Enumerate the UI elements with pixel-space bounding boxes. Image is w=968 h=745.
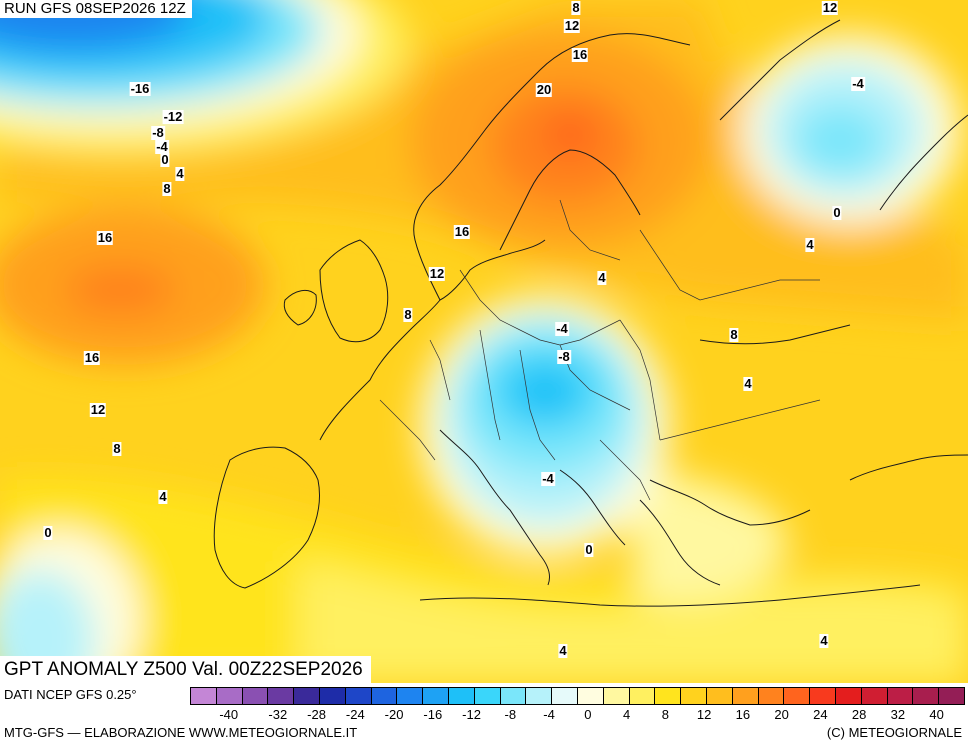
legend-tick-label: -20 — [384, 707, 404, 722]
legend-swatch — [294, 688, 320, 704]
legend-swatch — [758, 688, 785, 704]
legend-tick-label: 0 — [584, 707, 592, 722]
legend-tick-label: 16 — [735, 707, 751, 722]
legend-tick-label: 28 — [851, 707, 867, 722]
map-title: GPT ANOMALY Z500 Val. 00Z22SEP2026 — [0, 656, 371, 683]
legend-swatch — [319, 688, 346, 704]
legend-tick-label: 12 — [696, 707, 712, 722]
legend-tick-label: -8 — [504, 707, 517, 722]
legend-swatch — [706, 688, 733, 704]
contour-label: 4 — [175, 166, 185, 181]
legend-swatch — [397, 688, 424, 704]
legend-swatch — [939, 688, 964, 704]
legend-swatch — [242, 688, 269, 704]
contour-label: 0 — [160, 152, 170, 167]
contour-label: 16 — [571, 47, 589, 62]
anomaly-map — [0, 0, 968, 683]
legend-tick-label: 20 — [774, 707, 789, 722]
legend-swatch — [603, 688, 630, 704]
footer: DATI NCEP GFS 0.25° -40 -32 -28 -24 -20 -16 -1… — [0, 683, 968, 745]
legend-swatch — [861, 688, 888, 704]
legend-swatch — [526, 688, 553, 704]
contour-label: -12 — [162, 109, 184, 124]
contour-label: 12 — [563, 18, 581, 33]
legend-swatch — [913, 688, 940, 704]
legend-tick-label: -40 — [219, 707, 239, 722]
contour-label: 20 — [535, 82, 553, 97]
contour-label: 8 — [571, 0, 581, 15]
legend-tick-label: 24 — [813, 707, 828, 722]
contour-label: 16 — [96, 230, 114, 245]
contour-label: 4 — [805, 237, 815, 252]
legend-tick-label: 40 — [929, 707, 944, 722]
legend-swatch — [629, 688, 656, 704]
contour-label: 0 — [832, 205, 842, 220]
contour-label: -8 — [151, 125, 165, 140]
legend-tick-label: 4 — [622, 707, 631, 722]
legend-swatch — [810, 688, 836, 704]
contour-label: 0 — [43, 525, 53, 540]
credit-left: MTG-GFS — ELABORAZIONE WWW.METEOGIORNALE… — [4, 725, 358, 740]
contour-label: 8 — [112, 441, 122, 456]
legend-swatch — [423, 688, 449, 704]
contour-label: 16 — [453, 224, 471, 239]
contour-label: -8 — [557, 349, 571, 364]
data-source: DATI NCEP GFS 0.25° — [4, 687, 137, 702]
contour-label: 4 — [819, 633, 829, 648]
legend-swatch — [681, 688, 707, 704]
contour-label: 16 — [83, 350, 101, 365]
legend-swatch — [448, 688, 475, 704]
contour-label: 4 — [558, 643, 568, 658]
legend-tick-label: 8 — [661, 707, 669, 722]
legend-swatch — [887, 688, 914, 704]
contour-label: 8 — [403, 307, 413, 322]
legend-swatch — [500, 688, 527, 704]
contour-label: 4 — [597, 270, 607, 285]
legend-swatch — [552, 688, 578, 704]
legend-swatch — [268, 688, 295, 704]
legend-swatch — [784, 688, 811, 704]
contour-label: 8 — [162, 181, 172, 196]
legend-tick-label: -16 — [423, 707, 443, 722]
legend-tick-label: -12 — [462, 707, 481, 722]
contour-label: 12 — [89, 402, 107, 417]
contour-label: -4 — [155, 139, 169, 154]
contour-label: 12 — [821, 0, 839, 15]
contour-label: -4 — [555, 321, 569, 336]
contour-label: 4 — [158, 489, 168, 504]
legend-swatch — [345, 688, 372, 704]
contour-label: -4 — [851, 76, 865, 91]
legend-swatch — [835, 688, 862, 704]
legend-ticks: -40 -32 -28 -24 -20 -16 -12 -8 -4 0 4 8 12 16 20 24 28 32… — [190, 707, 965, 723]
legend-swatch — [216, 688, 243, 704]
legend-tick-label: -24 — [345, 707, 365, 722]
legend-swatch — [732, 688, 759, 704]
legend-tick-label: 32 — [890, 707, 906, 722]
contour-label: 4 — [743, 376, 753, 391]
color-legend — [190, 687, 965, 705]
legend-tick-label: -28 — [307, 707, 326, 722]
legend-swatch — [474, 688, 501, 704]
legend-swatch — [371, 688, 398, 704]
contour-label: 12 — [428, 266, 446, 281]
contour-label: -16 — [129, 81, 151, 96]
legend-swatch — [655, 688, 682, 704]
contour-label: 8 — [729, 327, 739, 342]
legend-swatch — [577, 688, 604, 704]
contour-label: 0 — [584, 542, 594, 557]
anomaly-field — [0, 0, 968, 683]
credit-right: (C) METEOGIORNALE — [826, 725, 962, 740]
contour-label: -4 — [541, 471, 555, 486]
run-label: RUN GFS 08SEP2026 12Z — [0, 0, 192, 18]
legend-tick-label: -4 — [543, 707, 555, 722]
legend-swatch — [191, 688, 217, 704]
coastlines — [213, 19, 968, 607]
legend-tick-label: -32 — [268, 707, 288, 722]
